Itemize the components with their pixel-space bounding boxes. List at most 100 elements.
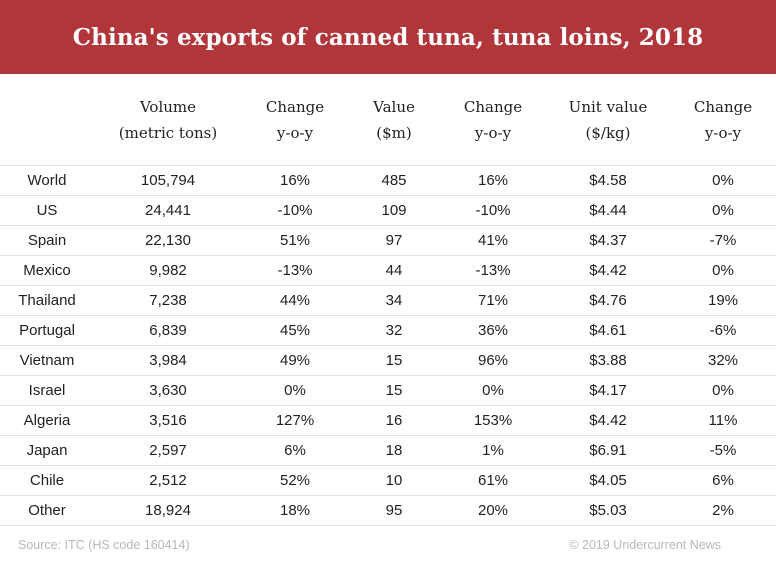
row-label: US [36,202,58,219]
table-cell: $3.88 [589,352,627,369]
column-header: Change y-o-y [694,94,752,146]
table-cell: 52% [279,472,311,489]
table-cell: 1% [482,442,504,459]
table-row: Israel 3,630 0% 15 0% $4.17 0% [0,376,776,406]
table-cell: $5.03 [589,502,627,519]
table-row: Chile 2,512 52% 10 61% $4.05 6% [0,466,776,496]
table-header-row: Volume (metric tons) Change y-o-y Value ($m) C… [0,74,776,166]
table-cell: 18 [385,442,403,459]
table-cell: $4.17 [589,382,627,399]
footer: Source: ITC (HS code 160414) © 2019 Unde… [0,536,776,556]
column-header-line1: Value [373,98,415,116]
table-cell: 3,984 [149,352,187,369]
column-header-line1: Unit value [568,98,648,116]
table-cell: $6.91 [589,442,627,459]
table-cell: 16% [279,172,311,189]
table-cell: 3,630 [149,382,187,399]
row-label: Vietnam [19,352,75,369]
table-cell: 16% [477,172,509,189]
table-cell: 2% [712,502,734,519]
column-header-line2: y-o-y [474,124,512,142]
table-cell: -7% [709,232,737,249]
column-header-line1: Change [693,98,753,116]
table-cell: 15 [385,382,403,399]
table-body: World 105,794 16% 485 16% $4.58 0% US 24,441 -10%… [0,166,776,526]
row-label: Israel [28,382,66,399]
table-cell: 2,512 [149,472,187,489]
table-cell: 61% [477,472,509,489]
table-cell: 105,794 [140,172,196,189]
table-cell: 15 [385,352,403,369]
table-row: Thailand 7,238 44% 34 71% $4.76 19% [0,286,776,316]
source-note: Source: ITC (HS code 160414) [18,538,190,552]
table-cell: 9,982 [149,262,187,279]
table-row: Algeria 3,516 127% 16 153% $4.42 11% [0,406,776,436]
row-label: Japan [26,442,68,459]
chart-title: China's exports of canned tuna, tuna loi… [72,23,704,51]
column-header: Unit value ($/kg) [569,94,648,146]
row-label: Algeria [23,412,71,429]
table-cell: 18,924 [145,502,191,519]
table-cell: 6% [284,442,306,459]
table-cell: $4.05 [589,472,627,489]
table-cell: 24,441 [145,202,191,219]
table-cell: $4.37 [589,232,627,249]
title-banner: China's exports of canned tuna, tuna loi… [0,0,776,74]
table-cell: 45% [279,322,311,339]
table-cell: 0% [482,382,504,399]
table-cell: $4.76 [589,292,627,309]
row-label: Thailand [18,292,76,309]
table-cell: 0% [712,262,734,279]
exports-table: Volume (metric tons) Change y-o-y Value ($m) C… [0,74,776,526]
table-cell: $4.61 [589,322,627,339]
column-header-line1: Change [265,98,325,116]
column-header-line2: ($m) [376,124,412,142]
column-header-line2: y-o-y [276,124,314,142]
row-label: Chile [29,472,65,489]
table-cell: -10% [475,202,511,219]
table-row: Portugal 6,839 45% 32 36% $4.61 -6% [0,316,776,346]
column-header-line2: y-o-y [704,124,742,142]
table-cell: $4.58 [589,172,627,189]
table-row: Mexico 9,982 -13% 44 -13% $4.42 0% [0,256,776,286]
column-header: Value ($m) [373,94,415,146]
table-cell: 96% [477,352,509,369]
table-cell: 44% [279,292,311,309]
table-cell: $4.44 [589,202,627,219]
table-cell: -13% [475,262,511,279]
table-cell: 36% [477,322,509,339]
column-header: Change y-o-y [464,94,522,146]
column-header-line2: (metric tons) [118,124,218,142]
table-cell: 7,238 [149,292,187,309]
column-header-line1: Change [463,98,523,116]
row-label: Mexico [23,262,71,279]
table-cell: 6% [712,472,734,489]
table-cell: 10 [385,472,403,489]
table-cell: 41% [477,232,509,249]
table-cell: 11% [708,412,738,429]
table-cell: 51% [279,232,311,249]
table-cell: 18% [279,502,311,519]
table-cell: 0% [284,382,306,399]
table-cell: 34 [385,292,403,309]
table-row: Japan 2,597 6% 18 1% $6.91 -5% [0,436,776,466]
row-label: Other [28,502,66,519]
table-cell: 0% [712,202,734,219]
table-cell: -6% [709,322,737,339]
table-cell: -13% [277,262,313,279]
table-cell: 44 [385,262,403,279]
table-cell: 127% [275,412,315,429]
table-cell: -10% [277,202,313,219]
table-cell: 153% [473,412,513,429]
table-cell: 71% [477,292,509,309]
table-cell: 32 [385,322,403,339]
table-cell: 0% [712,172,734,189]
row-label: Spain [27,232,67,249]
table-row: Spain 22,130 51% 97 41% $4.37 -7% [0,226,776,256]
table-cell: 2,597 [149,442,187,459]
table-row: Other 18,924 18% 95 20% $5.03 2% [0,496,776,526]
table-cell: -5% [709,442,737,459]
table-row: US 24,441 -10% 109 -10% $4.44 0% [0,196,776,226]
column-header-line2: ($/kg) [585,124,631,142]
table-row: World 105,794 16% 485 16% $4.58 0% [0,166,776,196]
